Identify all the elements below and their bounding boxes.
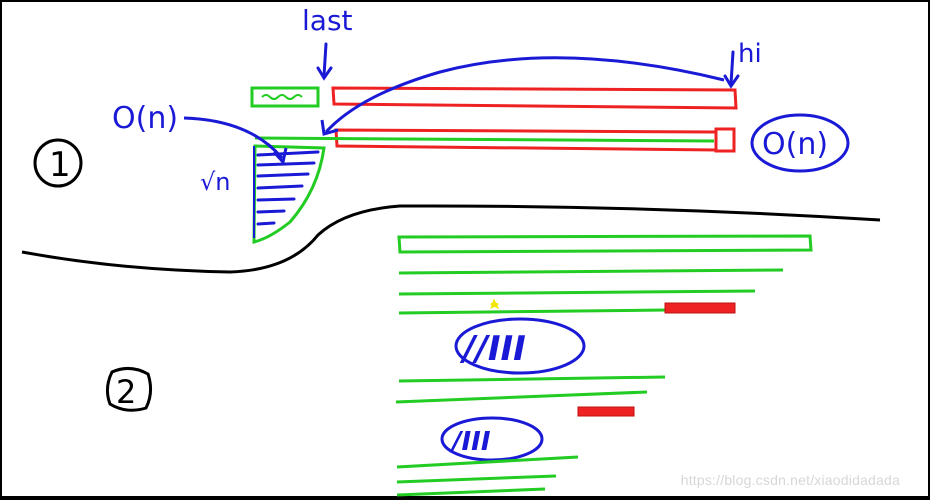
red-segment-one <box>664 302 736 314</box>
curve-arrow-head <box>320 119 339 136</box>
label-o-n-left: O(n) <box>112 101 178 136</box>
circle-squiggle-big <box>454 317 586 375</box>
label-squiggle-small: /III <box>449 427 491 457</box>
level-one-green-bars <box>397 234 813 315</box>
arrow-last <box>316 42 333 81</box>
small-green-block <box>250 86 320 108</box>
sqrt-triangle <box>252 144 326 244</box>
curve-arrow-hi-to-last <box>324 56 725 134</box>
red-segment-two <box>577 406 635 417</box>
label-part-one: 1 <box>49 145 71 185</box>
watermark: https://blog.csdn.net/xiaodidadada <box>680 472 900 488</box>
triangle-hatching <box>256 150 320 226</box>
circle-part-two <box>105 367 153 412</box>
circle-part-one <box>33 138 83 188</box>
label-sqrt-n: √n <box>200 168 231 196</box>
arrow-o-n-head <box>272 147 288 166</box>
label-part-two: 2 <box>116 373 136 411</box>
level-three-green-bars <box>396 455 579 497</box>
second-bar-green-line <box>254 136 715 143</box>
label-o-n-right: O(n) <box>762 127 828 162</box>
yellow-marker <box>490 298 500 310</box>
small-green-scribble <box>261 94 303 100</box>
level-two-green-bars <box>395 375 666 404</box>
arrow-o-n-to-triangle <box>183 116 284 159</box>
section-divider <box>21 204 881 274</box>
circle-squiggle-small <box>440 416 544 462</box>
label-hi: hi <box>738 39 762 69</box>
arrow-hi <box>723 50 740 89</box>
label-squiggle-big: //III <box>459 329 526 369</box>
second-red-tail <box>714 127 736 153</box>
label-last: last <box>302 4 353 37</box>
top-red-bar <box>331 86 738 110</box>
circle-o-n-right <box>750 113 850 173</box>
